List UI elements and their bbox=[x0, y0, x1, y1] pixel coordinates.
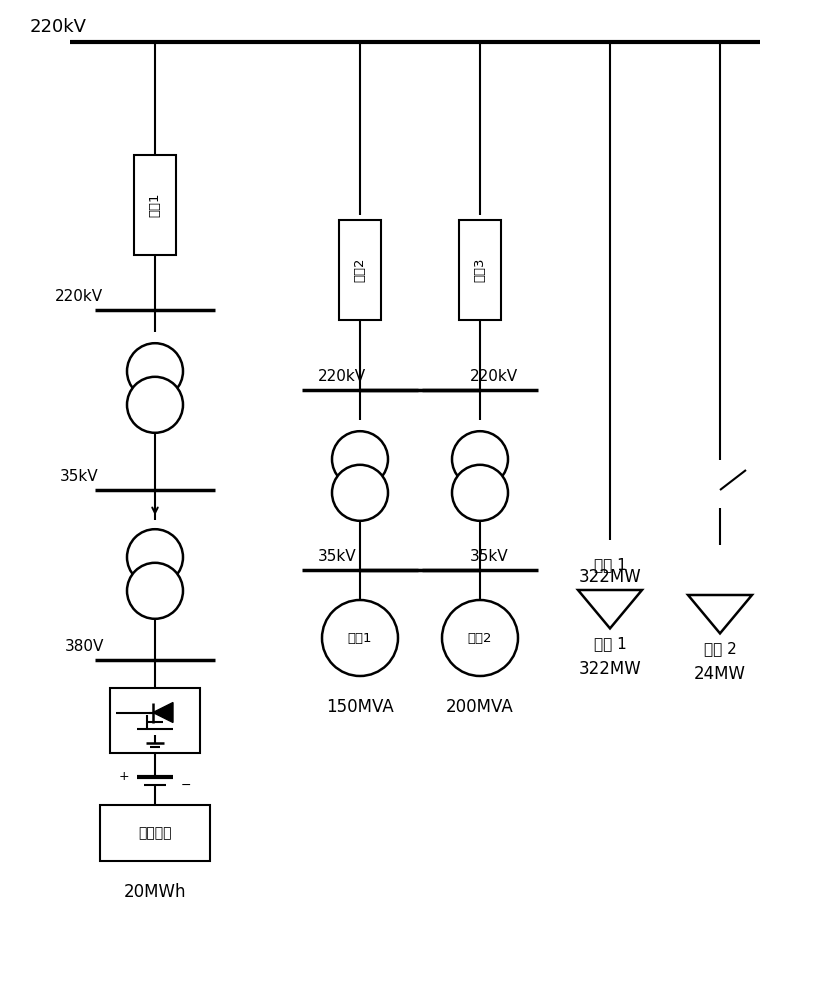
Circle shape bbox=[332, 431, 388, 487]
Bar bbox=[339, 220, 381, 320]
Circle shape bbox=[127, 343, 183, 399]
Bar bbox=[459, 220, 501, 320]
Circle shape bbox=[127, 377, 183, 433]
Circle shape bbox=[127, 529, 183, 585]
Text: 线路1: 线路1 bbox=[149, 193, 161, 217]
Text: 150MVA: 150MVA bbox=[326, 698, 394, 716]
Bar bbox=[134, 155, 176, 255]
Text: 380V: 380V bbox=[65, 639, 104, 654]
Text: 线路2: 线路2 bbox=[354, 258, 366, 282]
Text: 火电1: 火电1 bbox=[348, 632, 372, 645]
Text: 负荷 2: 负荷 2 bbox=[704, 641, 737, 656]
Text: 35kV: 35kV bbox=[470, 549, 509, 564]
Text: +: + bbox=[118, 770, 129, 784]
Circle shape bbox=[332, 431, 388, 487]
Text: 220kV: 220kV bbox=[470, 369, 518, 384]
Circle shape bbox=[127, 563, 183, 619]
Circle shape bbox=[127, 343, 183, 399]
Text: 线路3: 线路3 bbox=[474, 258, 486, 282]
Text: 负荷 1: 负荷 1 bbox=[594, 557, 627, 572]
Text: 220kV: 220kV bbox=[30, 18, 87, 36]
Polygon shape bbox=[153, 702, 173, 722]
Circle shape bbox=[452, 465, 508, 521]
Circle shape bbox=[127, 563, 183, 619]
Circle shape bbox=[452, 431, 508, 487]
Circle shape bbox=[332, 465, 388, 521]
Text: 322MW: 322MW bbox=[579, 568, 642, 586]
Bar bbox=[100, 805, 210, 861]
Circle shape bbox=[442, 600, 518, 676]
Text: 322MW: 322MW bbox=[579, 660, 642, 678]
Text: 负荷 1: 负荷 1 bbox=[594, 636, 627, 651]
Circle shape bbox=[452, 465, 508, 521]
Text: 储能系统: 储能系统 bbox=[139, 826, 171, 840]
Text: 24MW: 24MW bbox=[694, 665, 746, 683]
Circle shape bbox=[452, 431, 508, 487]
Circle shape bbox=[332, 465, 388, 521]
Text: 火电2: 火电2 bbox=[468, 632, 492, 645]
Text: 220kV: 220kV bbox=[55, 289, 103, 304]
Text: 20MWh: 20MWh bbox=[123, 883, 186, 901]
Text: 200MVA: 200MVA bbox=[446, 698, 514, 716]
Circle shape bbox=[127, 529, 183, 585]
Text: 35kV: 35kV bbox=[60, 469, 98, 484]
Text: −: − bbox=[181, 778, 192, 792]
Text: 220kV: 220kV bbox=[318, 369, 366, 384]
Circle shape bbox=[127, 377, 183, 433]
Circle shape bbox=[322, 600, 398, 676]
Text: 35kV: 35kV bbox=[318, 549, 357, 564]
Bar bbox=[110, 688, 200, 753]
